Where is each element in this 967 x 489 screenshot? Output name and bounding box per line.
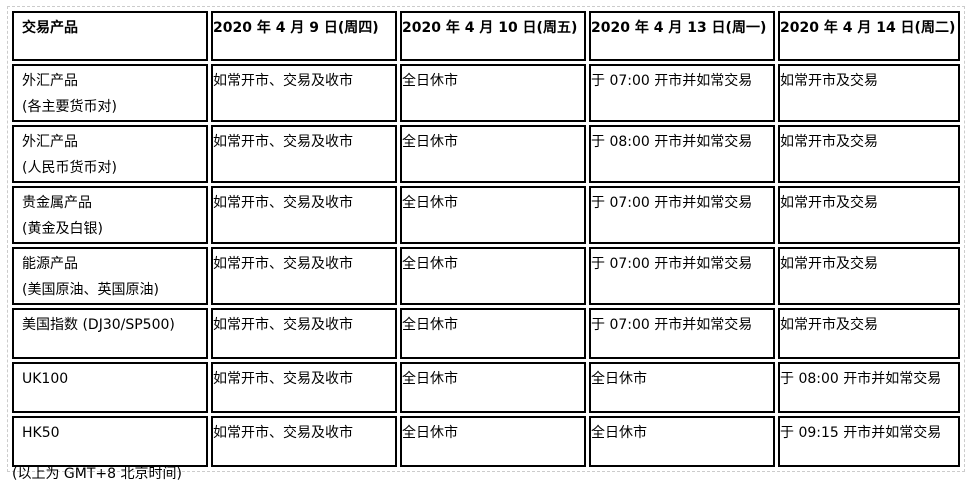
table-row: 能源产品 (美国原油、英国原油) 如常开市、交易及收市 全日休市于 07:00 开市并… bbox=[12, 247, 960, 305]
status-cell: 全日休市 bbox=[400, 125, 586, 183]
table-row: 贵金属产品 (黄金及白银) 如常开市、交易及收市 全日休市于 07:00 开市并如常交… bbox=[12, 186, 960, 244]
schedule-table-container: 交易产品 2020 年 4 月 9 日(周四) 2020 年 4 月 10 日(… bbox=[7, 6, 965, 472]
header-date: 2020 年 4 月 9 日(周四) bbox=[211, 11, 397, 61]
product-cell: 外汇产品 (人民币货币对) bbox=[12, 125, 208, 183]
status-cell: 于 07:00 开市并如常交易 bbox=[589, 308, 775, 359]
status-cell: 如常开市及交易 bbox=[778, 247, 960, 305]
status-cell: 全日休市 bbox=[589, 362, 775, 413]
status-cell: 如常开市及交易 bbox=[778, 64, 960, 122]
status-cell: 于 08:00 开市并如常交易 bbox=[589, 125, 775, 183]
status-cell: 如常开市及交易 bbox=[778, 308, 960, 359]
table-row: 美国指数 (DJ30/SP500) 如常开市、交易及收市 全日休市于 07:00 开… bbox=[12, 308, 960, 359]
table-row: 外汇产品 (各主要货币对) 如常开市、交易及收市 全日休市于 07:00 开市并如常交… bbox=[12, 64, 960, 122]
status-cell: 如常开市、交易及收市 bbox=[211, 125, 397, 183]
status-cell: 于 07:00 开市并如常交易 bbox=[589, 186, 775, 244]
product-name: 贵金属产品 bbox=[22, 195, 92, 211]
header-row: 交易产品 2020 年 4 月 9 日(周四) 2020 年 4 月 10 日(… bbox=[12, 11, 960, 61]
status-cell: 全日休市 bbox=[400, 186, 586, 244]
product-subtitle: (美国原油、英国原油) bbox=[22, 282, 159, 298]
product-cell: HK50 bbox=[12, 416, 208, 467]
table-row: HK50 如常开市、交易及收市 全日休市 全日休市于 09:15 开市并如常交易 bbox=[12, 416, 960, 467]
status-cell: 于 07:00 开市并如常交易 bbox=[589, 64, 775, 122]
table-row: 外汇产品 (人民币货币对) 如常开市、交易及收市 全日休市于 08:00 开市并如常交… bbox=[12, 125, 960, 183]
product-subtitle: (各主要货币对) bbox=[22, 99, 117, 115]
status-cell: 如常开市、交易及收市 bbox=[211, 247, 397, 305]
product-cell: 能源产品 (美国原油、英国原油) bbox=[12, 247, 208, 305]
product-cell: UK100 bbox=[12, 362, 208, 413]
status-cell: 如常开市、交易及收市 bbox=[211, 186, 397, 244]
status-cell: 全日休市 bbox=[400, 308, 586, 359]
product-cell: 美国指数 (DJ30/SP500) bbox=[12, 308, 208, 359]
footnote: (以上为 GMT+8 北京时间) bbox=[12, 466, 182, 482]
status-cell: 全日休市 bbox=[400, 416, 586, 467]
product-name: 外汇产品 bbox=[22, 73, 78, 89]
product-name: UK100 bbox=[22, 371, 69, 387]
status-cell: 于 08:00 开市并如常交易 bbox=[778, 362, 960, 413]
product-cell: 贵金属产品 (黄金及白银) bbox=[12, 186, 208, 244]
status-cell: 如常开市、交易及收市 bbox=[211, 362, 397, 413]
status-cell: 如常开市、交易及收市 bbox=[211, 64, 397, 122]
status-cell: 全日休市 bbox=[400, 362, 586, 413]
header-product: 交易产品 bbox=[12, 11, 208, 61]
header-date: 2020 年 4 月 10 日(周五) bbox=[400, 11, 586, 61]
header-date: 2020 年 4 月 13 日(周一) bbox=[589, 11, 775, 61]
product-name: 能源产品 bbox=[22, 256, 78, 272]
status-cell: 于 09:15 开市并如常交易 bbox=[778, 416, 960, 467]
product-name: 外汇产品 bbox=[22, 134, 78, 150]
status-cell: 全日休市 bbox=[400, 247, 586, 305]
product-name: HK50 bbox=[22, 425, 60, 441]
table-row: UK100 如常开市、交易及收市 全日休市 全日休市于 08:00 开市并如常交易 bbox=[12, 362, 960, 413]
product-name: 美国指数 (DJ30/SP500) bbox=[22, 317, 175, 333]
status-cell: 如常开市及交易 bbox=[778, 125, 960, 183]
status-cell: 如常开市、交易及收市 bbox=[211, 308, 397, 359]
product-cell: 外汇产品 (各主要货币对) bbox=[12, 64, 208, 122]
status-cell: 全日休市 bbox=[400, 64, 586, 122]
status-cell: 于 07:00 开市并如常交易 bbox=[589, 247, 775, 305]
status-cell: 全日休市 bbox=[589, 416, 775, 467]
trading-schedule-table: 交易产品 2020 年 4 月 9 日(周四) 2020 年 4 月 10 日(… bbox=[9, 8, 963, 470]
status-cell: 如常开市及交易 bbox=[778, 186, 960, 244]
product-subtitle: (黄金及白银) bbox=[22, 221, 103, 237]
product-subtitle: (人民币货币对) bbox=[22, 160, 117, 176]
header-date: 2020 年 4 月 14 日(周二) bbox=[778, 11, 960, 61]
status-cell: 如常开市、交易及收市 bbox=[211, 416, 397, 467]
